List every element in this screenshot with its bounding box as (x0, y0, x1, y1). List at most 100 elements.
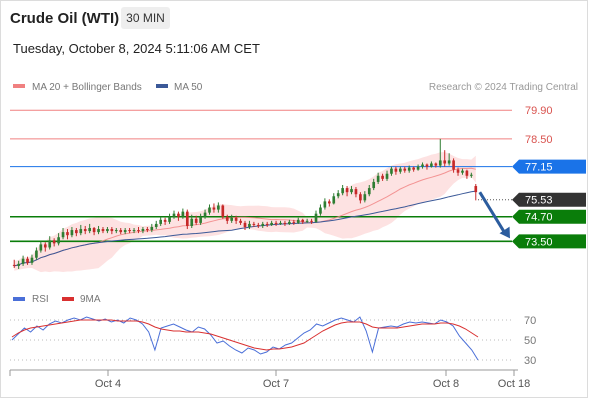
candle-body (21, 258, 25, 264)
support-tag-73-50: 73.50 (512, 234, 586, 249)
candle-body (230, 217, 234, 221)
candle-body (332, 196, 336, 204)
candle-body (390, 168, 393, 174)
pivot-tag-77-15: 77.15 (512, 159, 586, 174)
rsi-tick-30: 30 (524, 355, 536, 367)
candle (385, 170, 389, 181)
candle-body (61, 232, 65, 238)
candle-body (336, 193, 340, 197)
candle (332, 193, 336, 205)
forecast-arrow (478, 191, 510, 239)
candle (212, 203, 216, 213)
candle-body (137, 230, 140, 232)
candle-body (163, 219, 167, 222)
x-tick-label: Oct 18 (498, 378, 530, 390)
candle (208, 204, 211, 215)
candle (403, 166, 407, 173)
candle-body (274, 222, 278, 224)
candle (132, 228, 136, 234)
candle-body (292, 221, 296, 223)
candle (474, 183, 478, 201)
candle-body (57, 237, 60, 244)
candle (350, 186, 353, 195)
last-price-tag-75-53: 75.53 (512, 192, 586, 207)
candle-body (385, 173, 389, 179)
candle (341, 185, 344, 196)
candle (288, 219, 291, 225)
candle-body (425, 164, 429, 167)
candle-body (350, 189, 353, 193)
candle-body (416, 166, 420, 170)
candle (376, 172, 380, 184)
candle-body (35, 250, 38, 258)
candle (194, 215, 198, 225)
candle-body (319, 207, 322, 214)
candle (381, 173, 384, 181)
candle (79, 224, 83, 236)
candle (399, 166, 402, 174)
candle-body (363, 194, 367, 201)
candle (70, 226, 74, 238)
candle-body (438, 160, 442, 166)
price-tag-text: 74.70 (525, 212, 553, 224)
candle (412, 166, 415, 172)
candle-body (376, 175, 380, 182)
candle-body (208, 207, 211, 213)
candle (461, 168, 464, 175)
candle (48, 236, 52, 250)
candle-body (17, 263, 20, 266)
candle-body (221, 205, 225, 217)
candle-body (79, 229, 83, 234)
candle (314, 210, 318, 223)
candle-body (461, 170, 464, 173)
candle (168, 213, 171, 224)
candle-body (132, 230, 136, 232)
ma20-legend-label: MA 20 + Bollinger Bands (32, 82, 142, 93)
candle (106, 226, 109, 234)
price-tag-shape (512, 192, 586, 207)
candle (146, 226, 149, 233)
candle (323, 198, 327, 210)
candle (345, 186, 349, 197)
candle-body (310, 220, 313, 222)
candle (225, 214, 229, 224)
candle (274, 220, 278, 226)
rsi-tick-70: 70 (524, 315, 536, 327)
candle-body (327, 201, 331, 204)
candle-body (434, 163, 438, 166)
rsi-tick-50: 50 (524, 335, 536, 347)
candle (159, 216, 163, 226)
candle-body (305, 220, 309, 222)
candle (394, 166, 398, 175)
candle-body (66, 232, 69, 236)
candle (199, 213, 202, 225)
candle (301, 218, 305, 224)
candle (83, 225, 87, 235)
candle (221, 204, 225, 219)
candle-body (430, 163, 433, 167)
candle (163, 217, 167, 225)
candle-body (367, 188, 371, 195)
candle-body (252, 223, 256, 225)
candle (354, 187, 358, 198)
candle-body (261, 223, 265, 226)
timeframe-badge[interactable]: 30 MIN (121, 7, 170, 29)
candle (452, 158, 455, 173)
support-tag-74-70: 74.70 (512, 209, 586, 224)
candle-body (43, 244, 47, 248)
candle-body (119, 230, 123, 233)
candle-body (314, 213, 318, 222)
candle-body (279, 222, 282, 224)
candle-body (248, 223, 251, 227)
candle (217, 202, 220, 213)
forecast-arrow-shaft (478, 191, 507, 235)
candle-body (48, 240, 52, 248)
x-tick-label: Oct 4 (95, 378, 121, 390)
candle-body (168, 216, 171, 222)
candle (128, 228, 131, 234)
candle (203, 209, 207, 219)
candle-body (239, 220, 242, 223)
ma50-legend-swatch (156, 84, 168, 88)
candle (12, 259, 16, 268)
candle (88, 223, 91, 234)
